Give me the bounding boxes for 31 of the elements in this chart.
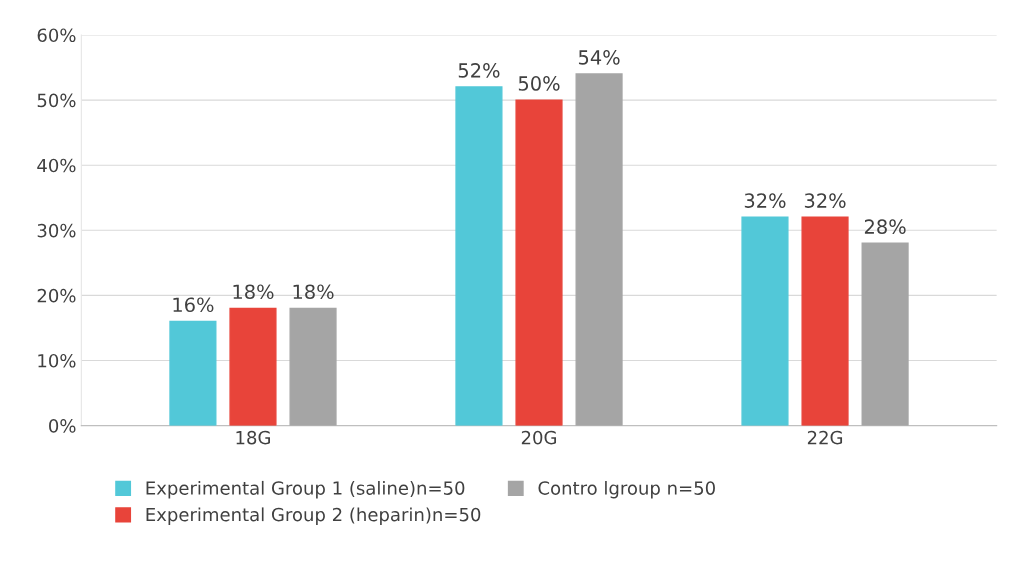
- y-tick-label: 20%: [37, 288, 76, 303]
- y-tick-label: 30%: [37, 223, 76, 238]
- y-tick-label: 0%: [49, 419, 76, 433]
- bar: [289, 307, 337, 426]
- bar: [169, 320, 217, 426]
- data-label: 18%: [293, 284, 334, 300]
- bar: [229, 307, 277, 426]
- legend-label: Contro lgroup n=50: [538, 480, 715, 499]
- bar: [741, 216, 789, 426]
- y-tick-label: 10%: [38, 353, 76, 368]
- x-tick-label: 22G: [807, 430, 843, 445]
- data-label: 50%: [518, 76, 560, 91]
- bar: [515, 99, 563, 426]
- data-label: 52%: [458, 63, 500, 78]
- x-tick-label: 18G: [236, 430, 270, 445]
- y-tick-label: 40%: [37, 158, 76, 173]
- data-label: 54%: [578, 50, 620, 65]
- data-label: 16%: [173, 297, 214, 313]
- y-tick-label: 50%: [37, 93, 76, 108]
- data-label: 28%: [864, 219, 906, 234]
- x-tick-label: 20G: [521, 430, 557, 445]
- data-label: 32%: [744, 193, 786, 208]
- bar: [575, 73, 623, 426]
- data-label: 32%: [804, 193, 846, 208]
- data-label: 18%: [233, 284, 274, 300]
- bar: [801, 216, 849, 426]
- bar: [455, 86, 503, 426]
- legend-label: Experimental Group 2 (heparin)n=50: [146, 507, 481, 525]
- legend-label: Experimental Group 1 (saline)n=50: [146, 480, 465, 499]
- bar: [861, 242, 909, 426]
- y-tick-label: 60%: [37, 28, 76, 43]
